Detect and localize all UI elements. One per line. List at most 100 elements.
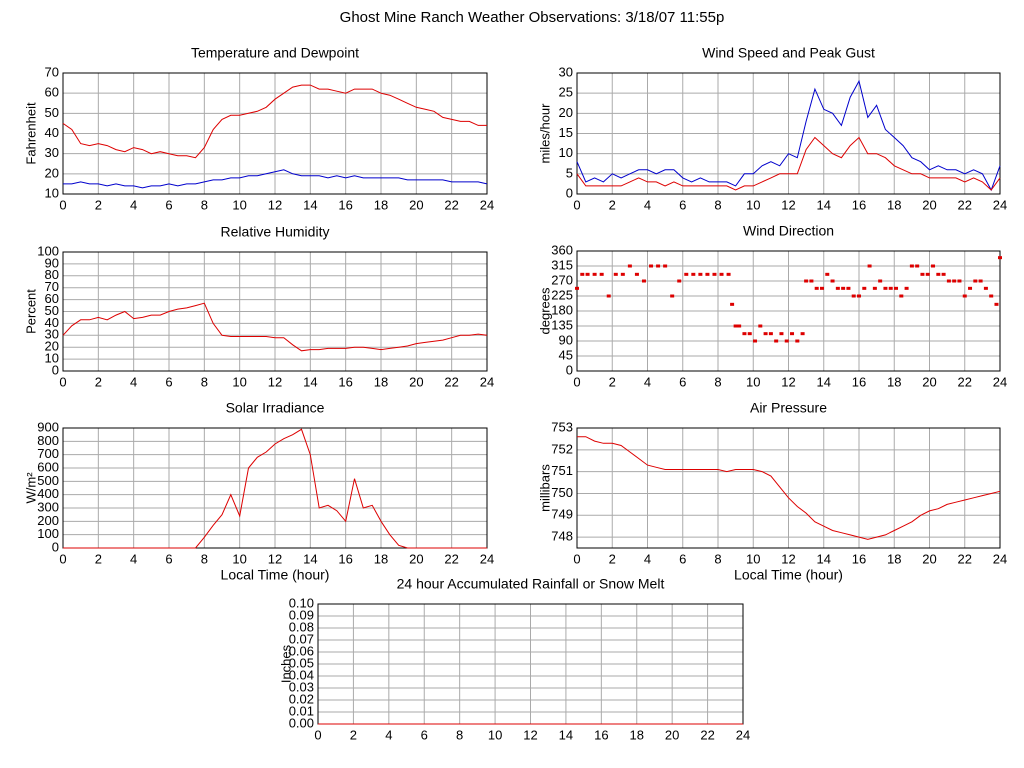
x-tick-label: 20 [409, 197, 423, 212]
data-line [576, 79, 1001, 192]
y-tick-label: 270 [551, 272, 573, 287]
y-tick-label: 300 [37, 499, 59, 514]
x-tick-label: 10 [746, 197, 760, 212]
data-point [862, 286, 867, 290]
x-tick-label: 22 [444, 197, 458, 212]
y-tick-label: 0.01 [289, 703, 314, 718]
data-point [758, 324, 763, 328]
x-tick-label: 18 [887, 374, 901, 389]
x-tick-label: 18 [374, 374, 388, 389]
x-tick-label: 16 [594, 727, 608, 742]
x-tick-label: 2 [609, 197, 616, 212]
data-point [983, 286, 988, 290]
y-tick-label: 0 [566, 362, 573, 377]
chart-title: Temperature and Dewpoint [191, 45, 359, 61]
data-point [857, 294, 861, 298]
data-point [846, 286, 851, 290]
plot-frame [576, 250, 1001, 372]
y-tick-label: 600 [37, 459, 59, 474]
y-tick-label: 25 [559, 85, 573, 100]
x-tick-label: 10 [232, 374, 246, 389]
x-tick-label: 18 [374, 197, 388, 212]
plot-frame [576, 72, 1001, 195]
x-tick-label: 0 [59, 197, 66, 212]
x-tick-label: 16 [338, 197, 352, 212]
x-tick-label: 24 [993, 551, 1007, 566]
data-point [599, 272, 604, 276]
data-point [730, 302, 735, 306]
chart-title: Wind Direction [743, 223, 834, 239]
y-tick-label: 0.03 [289, 679, 314, 694]
x-tick-label: 14 [303, 374, 317, 389]
y-tick-label: 45 [559, 347, 573, 362]
data-line [63, 169, 488, 189]
x-tick-label: 4 [130, 197, 137, 212]
data-point [888, 286, 893, 290]
x-tick-label: 12 [268, 374, 282, 389]
x-axis-label: Local Time (hour) [734, 567, 843, 583]
y-tick-label: 748 [551, 529, 573, 544]
y-tick-label: 100 [37, 526, 59, 541]
x-tick-label: 2 [95, 374, 102, 389]
data-line [577, 436, 1001, 540]
y-tick-label: 20 [45, 339, 59, 354]
x-tick-label: 18 [887, 197, 901, 212]
data-point [835, 286, 840, 290]
chart-title: Relative Humidity [221, 224, 330, 240]
x-tick-label: 24 [993, 197, 1007, 212]
y-tick-label: 0.07 [289, 631, 314, 646]
y-tick-label: 0 [52, 539, 59, 554]
data-point [733, 324, 738, 328]
data-point [851, 294, 856, 298]
x-tick-label: 16 [852, 197, 866, 212]
y-tick-label: 50 [45, 105, 59, 120]
y-tick-label: 315 [551, 257, 573, 272]
x-tick-label: 16 [852, 374, 866, 389]
y-tick-label: 30 [559, 64, 573, 79]
y-tick-label: 5 [566, 165, 573, 180]
x-tick-label: 6 [165, 197, 172, 212]
data-point [663, 264, 668, 268]
data-point [867, 264, 872, 268]
x-tick-label: 14 [817, 374, 831, 389]
y-tick-label: 30 [45, 327, 59, 342]
data-line [576, 136, 1001, 191]
x-tick-label: 24 [480, 374, 494, 389]
data-point [978, 279, 983, 283]
data-point [737, 324, 742, 328]
data-point [742, 332, 747, 336]
data-point [712, 272, 717, 276]
y-tick-label: 0 [566, 185, 573, 200]
x-tick-label: 24 [480, 551, 494, 566]
y-tick-label: 0.00 [289, 715, 314, 730]
y-tick-label: 0.10 [289, 595, 314, 610]
plot-frame [62, 72, 488, 195]
chart-title: Solar Irradiance [226, 400, 325, 416]
x-tick-label: 22 [958, 197, 972, 212]
y-tick-label: 60 [45, 85, 59, 100]
x-tick-label: 14 [817, 551, 831, 566]
data-point [790, 332, 795, 336]
data-point [580, 272, 585, 276]
y-tick-label: 30 [45, 145, 59, 160]
data-point [634, 272, 639, 276]
x-tick-label: 10 [232, 197, 246, 212]
y-tick-label: 800 [37, 433, 59, 448]
chart-title: 24 hour Accumulated Rainfall or Snow Mel… [397, 576, 665, 592]
y-tick-label: 90 [559, 332, 573, 347]
y-tick-label: 20 [45, 165, 59, 180]
x-tick-label: 2 [350, 727, 357, 742]
page-title: Ghost Mine Ranch Weather Observations: 3… [340, 9, 725, 26]
x-tick-label: 0 [314, 727, 321, 742]
y-tick-label: 0.09 [289, 607, 314, 622]
x-tick-label: 20 [922, 374, 936, 389]
y-tick-label: 10 [45, 351, 59, 366]
data-point [804, 279, 809, 283]
x-tick-label: 4 [130, 374, 137, 389]
x-tick-label: 12 [781, 197, 795, 212]
y-tick-label: 0.04 [289, 667, 314, 682]
x-tick-label: 6 [165, 374, 172, 389]
y-tick-label: 135 [551, 317, 573, 332]
